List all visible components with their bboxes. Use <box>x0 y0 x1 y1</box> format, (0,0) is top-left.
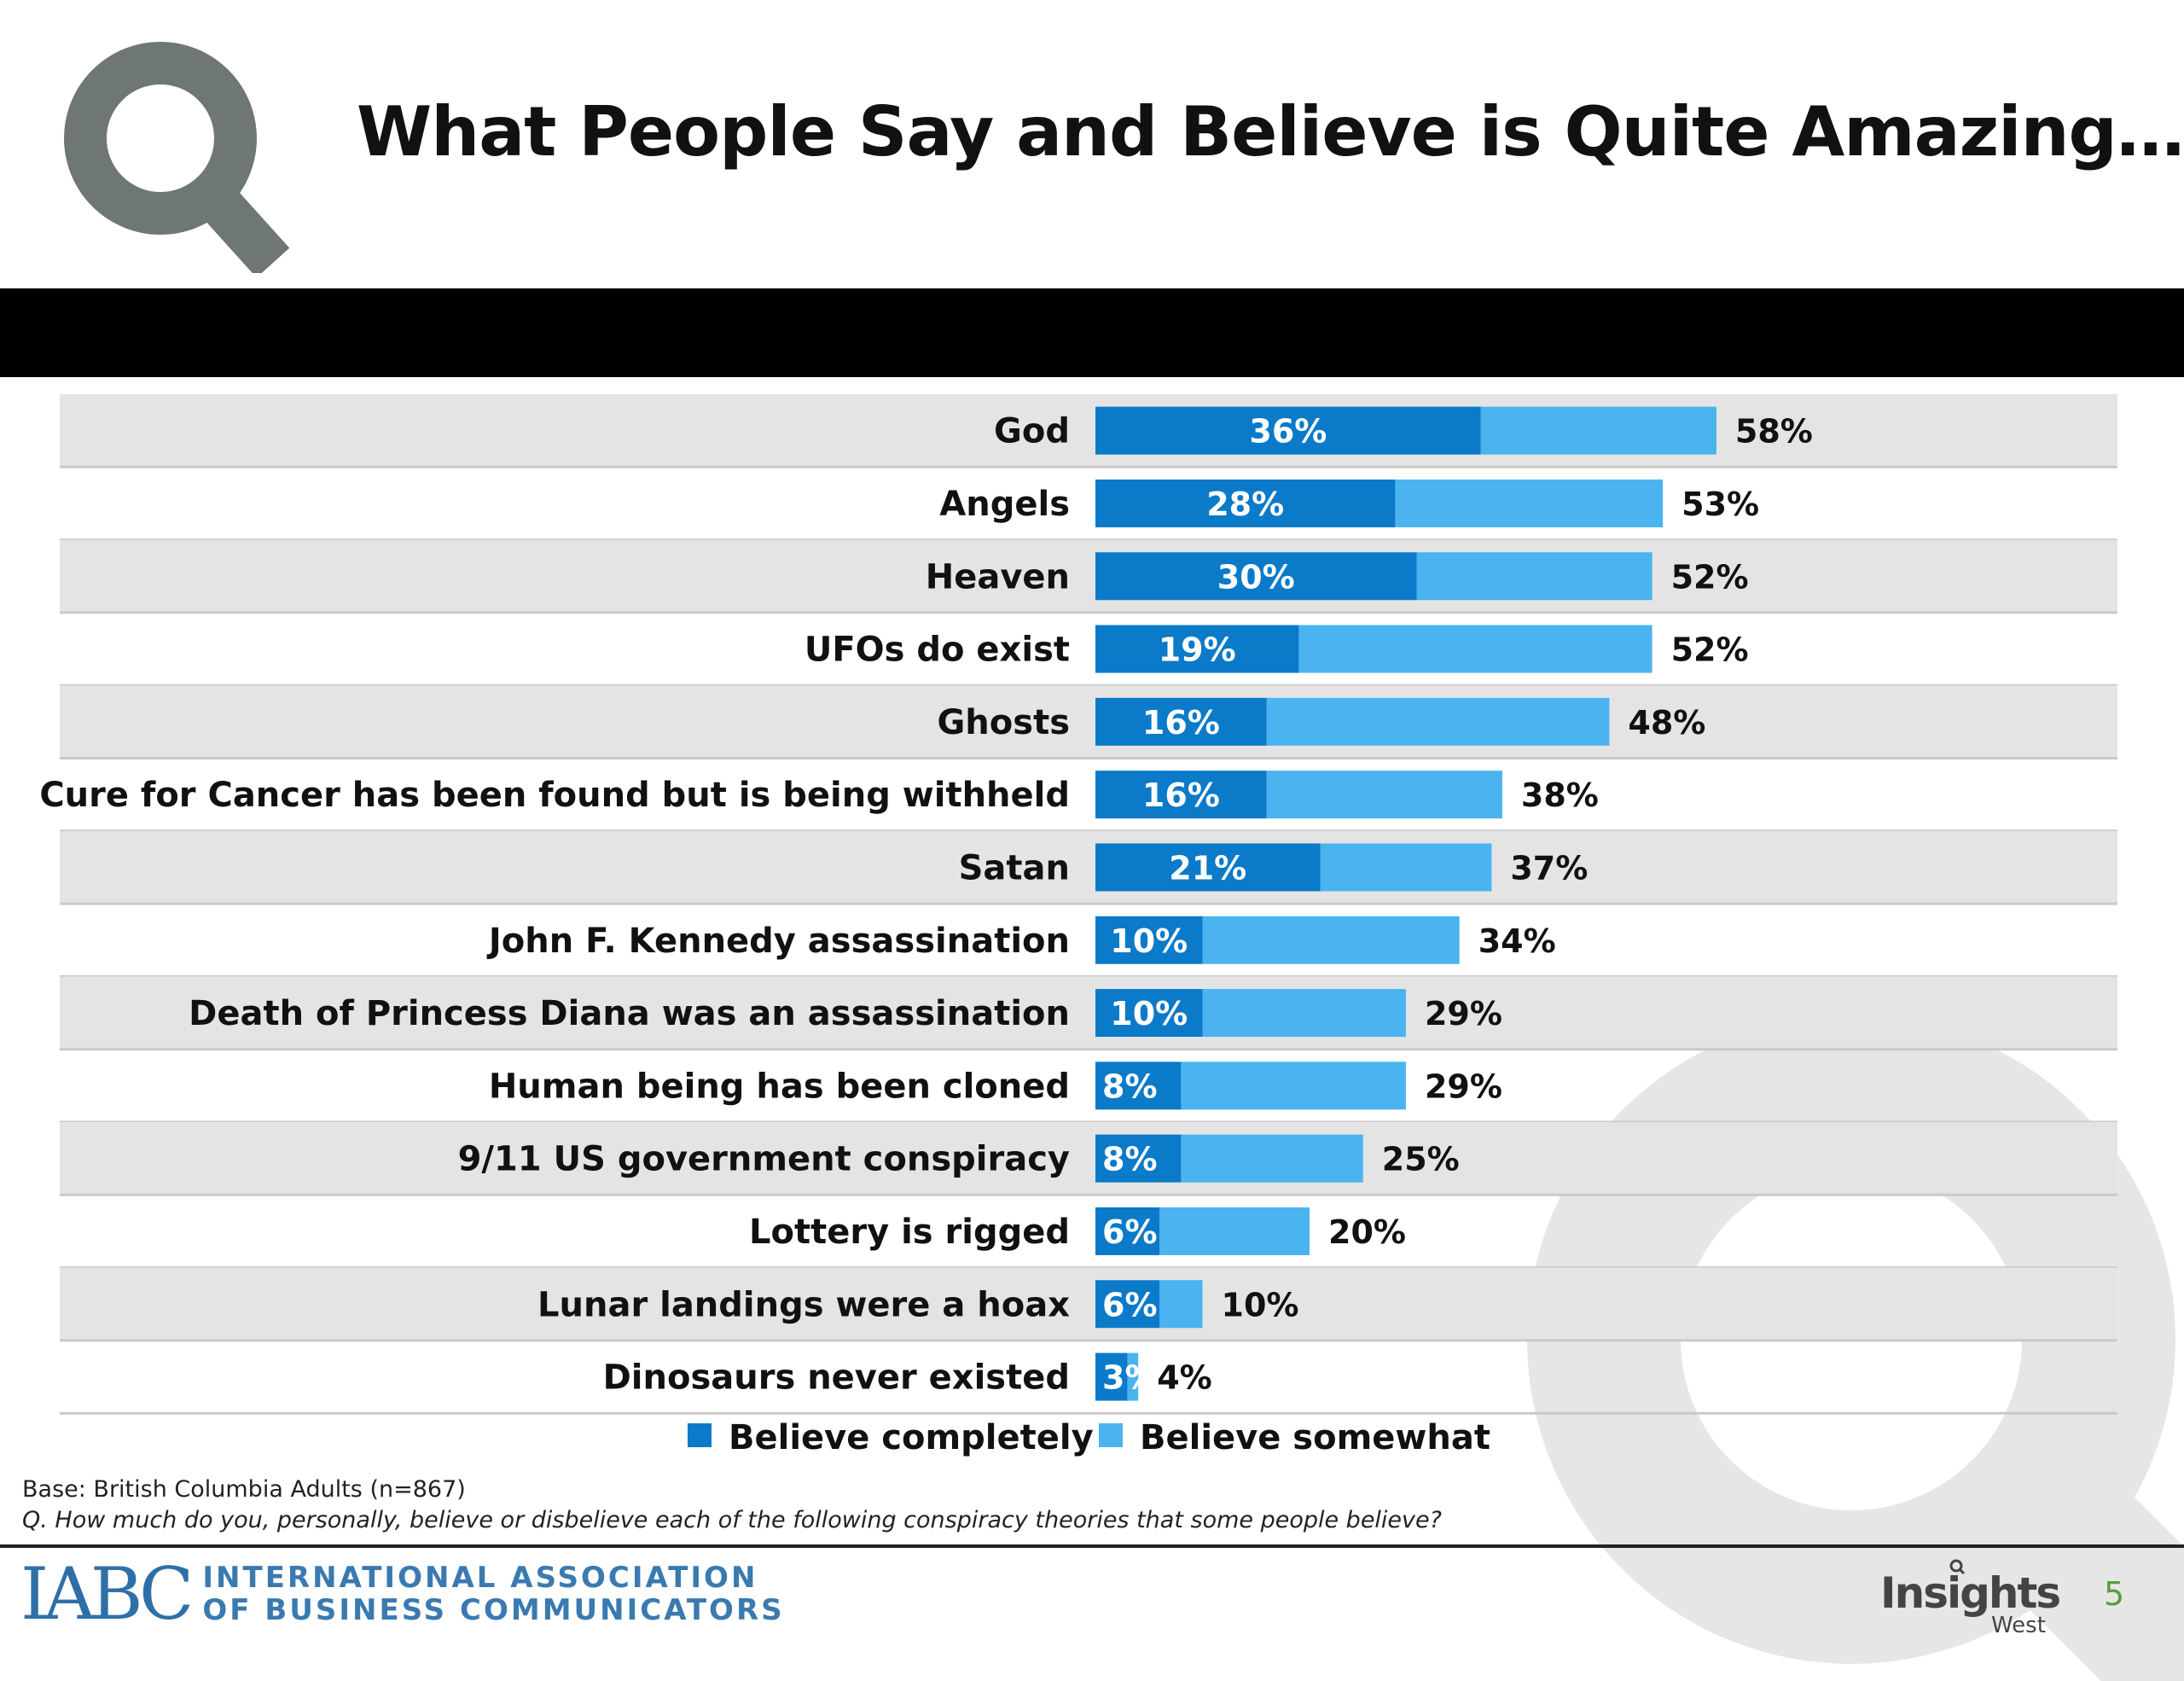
bar-believe-somewhat <box>1202 989 1406 1038</box>
completely-data-label: 30% <box>1217 558 1295 596</box>
total-data-label: 38% <box>1521 777 1599 814</box>
bar-believe-somewhat <box>1181 1062 1406 1110</box>
iabc-line2: OF BUSINESS COMMUNICATORS <box>202 1593 785 1627</box>
category-label: Heaven <box>926 557 1070 596</box>
bar-believe-completely <box>1095 1134 1182 1183</box>
row-band <box>60 394 2117 468</box>
iabc-logo: IABC INTERNATIONAL ASSOCIATION OF BUSINE… <box>20 1552 785 1636</box>
bar-believe-completely <box>1095 1207 1160 1255</box>
bar-believe-completely <box>1095 989 1203 1038</box>
completely-data-label: 3% <box>1102 1359 1158 1397</box>
row-band <box>60 1122 2117 1195</box>
total-data-label: 4% <box>1157 1359 1212 1397</box>
bar-believe-somewhat <box>1416 552 1653 601</box>
stacked-bar-chart: God 36% 58% Angels 28% 53% Heaven 30% 52% UFOs do… <box>39 394 2117 1457</box>
bar-believe-completely <box>1095 552 1417 601</box>
category-label: Death of Princess Diana was an assassina… <box>189 994 1070 1033</box>
question-note: Q. How much do you, personally, believe … <box>22 1507 1442 1533</box>
category-label: Cure for Cancer has been found but is be… <box>39 776 1070 815</box>
completely-data-label: 36% <box>1249 413 1327 451</box>
small-q-icon <box>1949 1559 1966 1575</box>
bar-believe-somewhat <box>1202 916 1460 964</box>
bar-believe-completely <box>1095 1352 1128 1401</box>
iabc-line1: INTERNATIONAL ASSOCIATION <box>202 1561 758 1595</box>
total-data-label: 58% <box>1735 413 1813 451</box>
insights-west-logo: Insights West <box>1880 1558 2068 1638</box>
total-data-label: 20% <box>1328 1213 1406 1251</box>
category-label: Ghosts <box>937 703 1070 742</box>
category-label: John F. Kennedy assassination <box>486 922 1070 961</box>
category-label: God <box>994 412 1070 451</box>
insights-word: Insights <box>1880 1568 2061 1618</box>
bar-believe-completely <box>1095 1280 1160 1329</box>
footer-divider <box>0 1544 2184 1548</box>
bar-believe-somewhat <box>1159 1280 1203 1329</box>
total-data-label: 52% <box>1671 631 1749 669</box>
completely-data-label: 16% <box>1142 777 1220 814</box>
bar-believe-somewhat <box>1395 479 1664 527</box>
bar-believe-completely <box>1095 771 1267 819</box>
total-data-label: 34% <box>1478 922 1556 960</box>
legend-label-somewhat: Believe somewhat <box>1140 1418 1490 1457</box>
q-logo-icon <box>64 42 290 273</box>
completely-data-label: 10% <box>1110 922 1188 960</box>
category-label: UFOs do exist <box>804 631 1070 670</box>
bar-believe-completely <box>1095 1062 1182 1110</box>
total-data-label: 48% <box>1628 704 1705 742</box>
header-band <box>0 288 2184 377</box>
bar-believe-completely <box>1095 916 1203 964</box>
bar-believe-somewhat <box>1266 771 1502 819</box>
page-number: 5 <box>2104 1575 2125 1613</box>
bar-believe-completely <box>1095 697 1267 746</box>
legend-swatch-completely <box>688 1423 712 1447</box>
bar-believe-completely <box>1095 625 1299 673</box>
category-label: Lunar landings were a hoax <box>537 1285 1070 1324</box>
completely-data-label: 6% <box>1102 1213 1158 1251</box>
category-label: Angels <box>939 485 1070 524</box>
iabc-text: INTERNATIONAL ASSOCIATION OF BUSINESS CO… <box>202 1562 784 1626</box>
total-data-label: 37% <box>1510 849 1588 887</box>
total-data-label: 53% <box>1682 486 1759 523</box>
completely-data-label: 19% <box>1159 631 1236 669</box>
total-data-label: 29% <box>1425 1067 1502 1105</box>
category-label: Lottery is rigged <box>749 1213 1070 1252</box>
completely-data-label: 28% <box>1206 486 1284 523</box>
category-label: 9/11 US government conspiracy <box>458 1140 1070 1179</box>
category-label: Satan <box>959 848 1070 887</box>
bar-believe-somewhat <box>1181 1134 1363 1183</box>
completely-data-label: 8% <box>1102 1141 1158 1178</box>
row-band <box>60 539 2117 613</box>
bar-believe-completely <box>1095 479 1396 527</box>
category-label: Dinosaurs never existed <box>603 1358 1070 1398</box>
row-band <box>60 830 2117 904</box>
bar-believe-somewhat <box>1320 843 1492 892</box>
bar-believe-completely <box>1095 406 1481 455</box>
total-data-label: 29% <box>1425 995 1502 1032</box>
row-band <box>60 1267 2117 1341</box>
bar-believe-somewhat <box>1480 406 1716 455</box>
bar-believe-somewhat <box>1127 1352 1139 1401</box>
base-note: Base: British Columbia Adults (n=867) <box>22 1476 466 1503</box>
completely-data-label: 16% <box>1142 704 1220 742</box>
insights-sub: West <box>1991 1613 2046 1638</box>
total-data-label: 52% <box>1671 558 1749 596</box>
completely-data-label: 21% <box>1169 849 1246 887</box>
page-title: What People Say and Believe is Quite Ama… <box>357 92 2184 172</box>
total-data-label: 25% <box>1382 1141 1460 1178</box>
row-band <box>60 976 2117 1050</box>
row-band <box>60 685 2117 759</box>
completely-data-label: 8% <box>1102 1067 1158 1105</box>
bar-believe-completely <box>1095 843 1321 892</box>
total-data-label: 10% <box>1222 1286 1299 1323</box>
completely-data-label: 6% <box>1102 1286 1158 1323</box>
iabc-mark: IABC <box>20 1552 194 1636</box>
legend-swatch-somewhat <box>1099 1423 1123 1447</box>
legend-label-completely: Believe completely <box>729 1418 1094 1457</box>
bar-believe-somewhat <box>1159 1207 1310 1255</box>
bar-believe-somewhat <box>1298 625 1653 673</box>
category-label: Human being has been cloned <box>489 1067 1070 1106</box>
completely-data-label: 10% <box>1110 995 1188 1032</box>
bar-believe-somewhat <box>1266 697 1610 746</box>
